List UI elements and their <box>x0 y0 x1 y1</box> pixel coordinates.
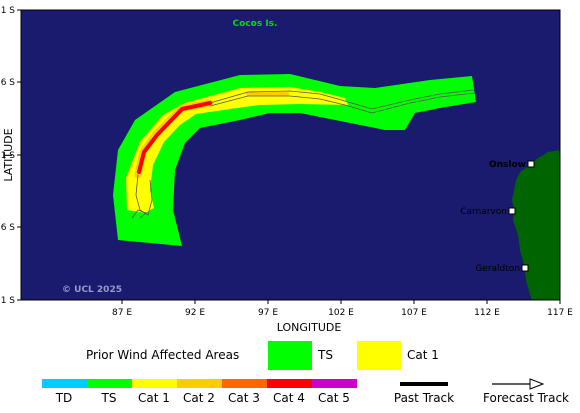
scale-cat4-label: Cat 4 <box>273 391 305 405</box>
copyright: © UCL 2025 <box>62 285 122 295</box>
x-axis-title: LONGITUDE <box>277 321 342 334</box>
lon-tick-label: 107 E <box>401 308 427 318</box>
prior-wind-title: Prior Wind Affected Areas <box>86 348 239 362</box>
forecast-track-label: Forecast Track <box>483 391 569 405</box>
carnarvon-marker <box>508 207 516 215</box>
prior-ts-label: TS <box>317 348 333 362</box>
scale-cat5-label: Cat 5 <box>318 391 350 405</box>
scale-cat3-label: Cat 3 <box>228 391 260 405</box>
tick-marks <box>17 9 561 304</box>
scale-ts-label: TS <box>101 391 117 405</box>
lat-tick-label: 11 S <box>0 6 15 16</box>
ocean <box>21 10 560 300</box>
scale-cat1-label: Cat 1 <box>138 391 170 405</box>
scale-cat5-swatch <box>312 379 357 388</box>
scale-td-label: TD <box>55 391 73 405</box>
lat-tick-label: 26 S <box>0 223 15 233</box>
lon-tick-label: 97 E <box>258 308 278 318</box>
onslow-marker <box>527 160 535 168</box>
prior-ts-swatch <box>268 341 312 370</box>
place-label-cocos: Cocos Is. <box>233 19 278 29</box>
past-track <box>134 92 289 179</box>
prior-cat1-swatch <box>357 341 401 370</box>
ts-wind-area <box>113 74 476 246</box>
forecast-arrow-icon <box>529 378 545 390</box>
scale-cat3-swatch <box>222 379 267 388</box>
place-label-geraldton: Geraldton <box>475 264 520 274</box>
place-label-onslow: Onslow <box>489 160 526 170</box>
geraldton-marker <box>521 264 529 272</box>
cat1-wind-area <box>126 87 348 213</box>
y-axis-title: LATITUDE <box>2 128 15 181</box>
lat-tick-label: 31 S <box>0 296 15 306</box>
scale-ts-swatch <box>87 379 132 388</box>
lon-tick-label: 117 E <box>547 308 573 318</box>
lon-tick-label: 87 E <box>112 308 132 318</box>
scale-cat2-swatch <box>177 379 222 388</box>
lat-tick-label: 16 S <box>0 78 15 88</box>
past-track-label: Past Track <box>394 391 454 405</box>
lon-tick-label: 102 E <box>328 308 354 318</box>
place-label-carnarvon: Carnarvon <box>460 207 507 217</box>
prior-cat1-label: Cat 1 <box>407 348 439 362</box>
track-cat4-core <box>137 101 212 174</box>
scale-cat4-swatch <box>267 379 312 388</box>
scale-cat1-swatch <box>132 379 177 388</box>
australia-land <box>512 150 560 300</box>
intensity-scale <box>42 379 357 388</box>
track-lines <box>131 89 475 219</box>
lon-tick-label: 92 E <box>185 308 205 318</box>
scale-td-swatch <box>42 379 87 388</box>
scale-cat2-label: Cat 2 <box>183 391 215 405</box>
lat-tick-label: 21 S <box>0 151 15 161</box>
lon-tick-label: 112 E <box>474 308 500 318</box>
